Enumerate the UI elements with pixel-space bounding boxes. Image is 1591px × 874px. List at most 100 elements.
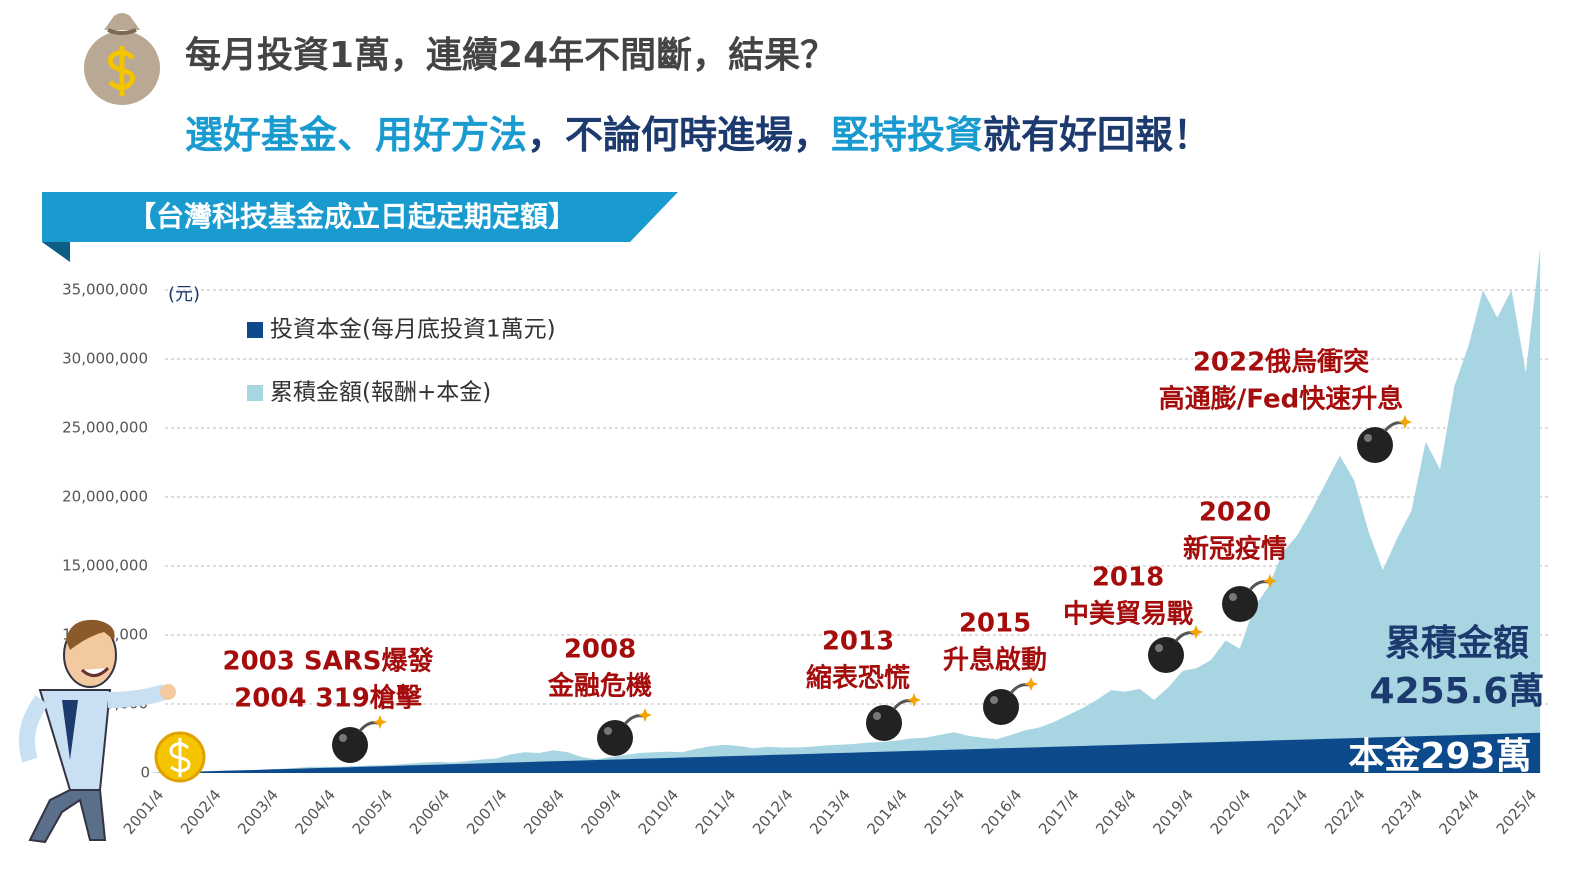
x-tick-label: 2023/4 — [1378, 786, 1426, 838]
coin — [154, 731, 206, 783]
event-label: 金融危機 — [547, 671, 652, 702]
banner: 【台灣科技基金成立日起定期定額】 — [42, 192, 678, 262]
x-tick-label: 2012/4 — [749, 786, 797, 838]
bomb-body — [1222, 586, 1258, 622]
event-label: 中美貿易戰 — [1063, 599, 1193, 630]
bomb-fuse — [358, 721, 379, 732]
bomb-shine — [1364, 434, 1372, 442]
bomb-body — [597, 720, 633, 756]
banner-text: 【台灣科技基金成立日起定期定額】 — [128, 200, 576, 233]
bomb-fuse — [892, 699, 913, 710]
x-tick-label: 2017/4 — [1035, 786, 1083, 838]
event-label: 升息啟動 — [943, 645, 1047, 676]
x-tick-label: 2013/4 — [806, 786, 854, 838]
bomb-spark — [1024, 677, 1038, 691]
total-label: 4255.6萬 — [1370, 671, 1545, 712]
x-tick-label: 2004/4 — [291, 786, 339, 838]
bomb — [866, 693, 921, 741]
bomb-spark — [907, 693, 921, 707]
bomb-spark — [1263, 574, 1277, 588]
chart: 05,000,00010,000,00015,000,00020,000,000… — [62, 248, 1548, 838]
bomb — [1357, 415, 1412, 463]
x-tick-label: 2025/4 — [1493, 786, 1541, 838]
x-tick-label: 2015/4 — [921, 786, 969, 838]
x-tick-label: 2006/4 — [406, 786, 454, 838]
event-label: 縮表恐慌 — [806, 663, 910, 694]
bomb-body — [1148, 637, 1184, 673]
bomb-shine — [990, 696, 998, 704]
bomb-fuse — [1248, 580, 1269, 591]
bomb — [597, 708, 652, 756]
bomb — [1148, 625, 1203, 673]
x-tick-label: 2007/4 — [463, 786, 511, 838]
y-tick-label: 0 — [140, 764, 150, 782]
bomb-shine — [604, 727, 612, 735]
subtitle: 選好基金、用好方法，不論何時進場，堅持投資就有好回報！ — [185, 113, 1211, 157]
bomb-body — [1357, 427, 1393, 463]
event-label: 高通膨/Fed快速升息 — [1159, 384, 1403, 415]
legend-label: 累積金額(報酬+本金) — [270, 380, 491, 406]
y-tick-label: 35,000,000 — [62, 281, 148, 299]
event-label: 2015 — [959, 609, 1031, 639]
event-label: 2018 — [1092, 563, 1164, 593]
x-tick-label: 2016/4 — [978, 786, 1026, 838]
x-tick-label: 2022/4 — [1321, 786, 1369, 838]
bomb — [332, 715, 387, 763]
x-tick-label: 2001/4 — [120, 786, 168, 838]
bomb-shine — [1155, 644, 1163, 652]
y-tick-label: 25,000,000 — [62, 419, 148, 437]
event-label: 2008 — [564, 635, 636, 665]
bomb-fuse — [623, 714, 644, 725]
x-tick-label: 2005/4 — [349, 786, 397, 838]
x-tick-label: 2021/4 — [1264, 786, 1312, 838]
money-bag-icon — [84, 13, 160, 105]
bomb — [983, 677, 1038, 725]
x-tick-label: 2009/4 — [577, 786, 625, 838]
x-tick-label: 2010/4 — [635, 786, 683, 838]
event-label: 2022俄烏衝突 — [1193, 347, 1369, 378]
x-tick-label: 2002/4 — [177, 786, 225, 838]
event-label: 新冠疫情 — [1183, 534, 1287, 565]
x-tick-label: 2011/4 — [692, 786, 740, 838]
y-unit: (元) — [168, 284, 200, 305]
bomb-shine — [339, 734, 347, 742]
bomb-spark — [1398, 415, 1412, 429]
bomb-spark — [1189, 625, 1203, 639]
bomb-fuse — [1174, 631, 1195, 642]
subtitle-part: 選好基金、用好方法 — [185, 113, 527, 157]
x-tick-label: 2018/4 — [1092, 786, 1140, 838]
y-tick-label: 30,000,000 — [62, 350, 148, 368]
x-tick-label: 2024/4 — [1435, 786, 1483, 838]
bomb-spark — [373, 715, 387, 729]
bomb-body — [332, 727, 368, 763]
total-label: 累積金額 — [1385, 622, 1529, 664]
event-label: 2013 — [822, 627, 894, 657]
principal-label: 本金293萬 — [1348, 735, 1531, 777]
bomb-fuse — [1009, 683, 1030, 694]
legend-label: 投資本金(每月底投資1萬元) — [270, 317, 556, 343]
subtitle-part: ，不論何時進場， — [527, 113, 831, 157]
bomb-body — [866, 705, 902, 741]
legend-swatch — [247, 385, 263, 401]
bomb-body — [983, 689, 1019, 725]
subtitle-part: 就有好回報！ — [983, 113, 1211, 157]
area — [153, 732, 1541, 773]
bomb-spark — [638, 708, 652, 722]
event-label: 2020 — [1199, 498, 1271, 528]
legend-swatch — [247, 322, 263, 338]
area — [153, 248, 1541, 774]
page-title: 每月投資1萬，連續24年不間斷，結果？ — [185, 35, 836, 76]
bomb-shine — [1229, 593, 1237, 601]
x-tick-label: 2014/4 — [863, 786, 911, 838]
event-label: 2004 319槍擊 — [234, 683, 423, 714]
x-tick-label: 2003/4 — [234, 786, 282, 838]
y-tick-label: 20,000,000 — [62, 488, 148, 506]
man-figure — [18, 619, 176, 844]
bomb — [1222, 574, 1277, 622]
event-label: 2003 SARS爆發 — [222, 647, 434, 677]
subtitle-part: 堅持投資 — [831, 113, 983, 157]
y-tick-label: 15,000,000 — [62, 557, 148, 575]
bomb-fuse — [1383, 421, 1404, 432]
x-tick-label: 2020/4 — [1207, 786, 1255, 838]
